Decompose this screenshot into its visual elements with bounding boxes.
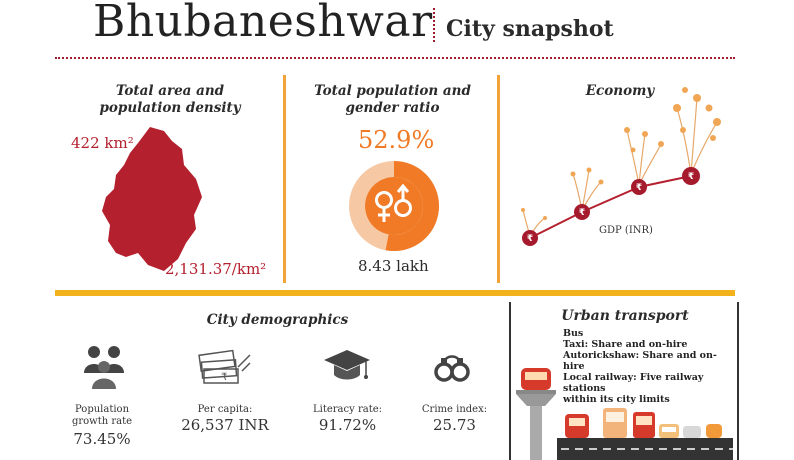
area-heading-line1: Total area and xyxy=(115,83,225,99)
column-divider-2 xyxy=(497,75,500,283)
growth-rate-value: 73.45% xyxy=(73,430,131,448)
section-divider xyxy=(55,290,735,296)
growth-rate-label: Population growth rate xyxy=(62,404,142,428)
area-value: 422 km² xyxy=(71,134,134,152)
transport-list: Bus Taxi: Share and on-hire Autorickshaw… xyxy=(563,328,733,405)
area-heading: Total area and population density xyxy=(70,83,270,117)
money-icon: ₹ xyxy=(198,349,251,384)
density-value: 2,131.37/km² xyxy=(165,260,267,278)
svg-text:₹: ₹ xyxy=(688,172,694,182)
gdp-growth-graphic: ₹ ₹ ₹ ₹ xyxy=(521,87,721,246)
people-icon xyxy=(84,346,124,389)
crime-index-label: Crime index: xyxy=(421,404,488,415)
growth-rate-label-line1: Population xyxy=(74,404,130,415)
city-map-icon xyxy=(102,127,202,271)
gender-ratio-ring xyxy=(349,161,439,251)
area-heading-line2: population density xyxy=(99,100,241,116)
transport-line-bus: Bus xyxy=(563,328,584,339)
crime-index-value: 25.73 xyxy=(433,416,476,434)
handcuffs-icon xyxy=(434,355,470,382)
growth-rate-label-line2: growth rate xyxy=(71,416,133,427)
transport-line-taxi: Taxi: Share and on-hire xyxy=(563,339,688,350)
economy-heading: Economy xyxy=(585,83,655,99)
transport-line-rail-cont: within its city limits xyxy=(563,394,670,405)
population-total: 8.43 lakh xyxy=(358,257,429,275)
per-capita-value: 26,537 INR xyxy=(181,416,269,434)
gender-icon xyxy=(375,184,412,222)
column-divider-1 xyxy=(283,75,286,283)
svg-text:₹: ₹ xyxy=(527,234,533,244)
page-title: Bhubaneshwar xyxy=(93,0,433,47)
transport-line-rail: Local railway: Five railway stations xyxy=(563,372,704,394)
transport-illustration xyxy=(516,368,733,460)
header-dotted-rule xyxy=(55,57,735,59)
population-heading-line2: gender ratio xyxy=(345,100,440,116)
population-heading: Total population and gender ratio xyxy=(295,83,490,117)
transport-panel xyxy=(509,302,739,460)
transport-line-auto: Autorickshaw: Share and on-hire xyxy=(563,350,717,372)
per-capita-label: Per capita: xyxy=(197,404,253,415)
transport-heading: Urban transport xyxy=(561,308,689,324)
literacy-label: Literacy rate: xyxy=(313,404,382,415)
svg-text:₹: ₹ xyxy=(221,372,227,383)
svg-text:₹: ₹ xyxy=(579,208,585,218)
literacy-value: 91.72% xyxy=(318,416,377,434)
gender-ratio-value: 52.9% xyxy=(358,126,435,154)
population-heading-line1: Total population and xyxy=(314,83,471,99)
graduation-cap-icon xyxy=(324,350,370,380)
gdp-label: GDP (INR) xyxy=(599,225,653,236)
page-subtitle: City snapshot xyxy=(446,16,614,42)
demographics-heading: City demographics xyxy=(206,312,349,328)
svg-text:₹: ₹ xyxy=(636,183,642,193)
title-divider xyxy=(433,8,435,42)
